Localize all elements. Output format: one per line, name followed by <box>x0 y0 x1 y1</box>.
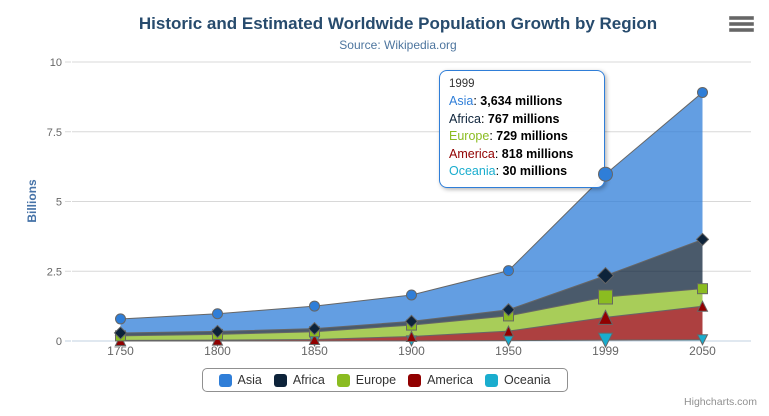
marker-asia-1850[interactable] <box>309 300 320 312</box>
marker-asia-1950[interactable] <box>503 265 514 277</box>
legend-item-africa[interactable]: Africa <box>273 373 325 387</box>
hamburger-icon <box>729 16 754 32</box>
marker-europe-2050[interactable] <box>697 283 708 295</box>
chart-subtitle: Source: Wikipedia.org <box>339 38 457 52</box>
chart-title: Historic and Estimated Worldwide Populat… <box>138 14 658 33</box>
marker-asia-2050[interactable] <box>697 86 708 98</box>
y-axis-label: 10 <box>50 57 62 69</box>
y-axis-label: 5 <box>56 197 62 209</box>
legend-item-europe[interactable]: Europe <box>336 373 397 387</box>
tooltip-row-africa: Africa: 767 millions <box>449 111 560 126</box>
legend-swatch-africa <box>273 373 287 387</box>
x-axis-label: 1850 <box>301 344 328 358</box>
marker-asia-1750[interactable] <box>115 313 126 325</box>
legend-item-oceania[interactable]: Oceania <box>484 373 551 387</box>
tooltip-row-europe: Europe: 729 millions <box>449 129 568 143</box>
x-axis-label: 1950 <box>495 344 522 358</box>
marker-africa-1800[interactable] <box>210 324 225 339</box>
y-axis-label: 7.5 <box>47 127 62 139</box>
marker-oceania-2050[interactable] <box>696 334 709 346</box>
series-area-asia[interactable] <box>120 92 703 333</box>
legend-label: America <box>427 373 473 387</box>
credits-link[interactable]: Highcharts.com <box>684 396 757 408</box>
x-axis-label: 1999 <box>592 344 619 358</box>
tooltip-row-oceania: Oceania: 30 millions <box>449 164 568 178</box>
marker-america-1900[interactable] <box>405 330 418 342</box>
x-axis-label: 2050 <box>689 344 716 358</box>
marker-america-2050[interactable] <box>696 300 709 312</box>
legend: Asia Africa Europe America Oceania <box>201 368 568 392</box>
legend-swatch-asia <box>218 373 232 387</box>
marker-africa-1900[interactable] <box>404 314 419 329</box>
series-area-africa[interactable] <box>120 239 703 336</box>
y-axis-label: 2.5 <box>47 266 62 278</box>
marker-america-1800[interactable] <box>211 333 224 346</box>
x-axis-label: 1900 <box>398 344 425 358</box>
marker-africa-1950[interactable] <box>501 303 516 317</box>
export-menu-button[interactable] <box>729 16 754 33</box>
legend-swatch-america <box>408 373 422 387</box>
tooltip-header: 1999 <box>449 78 475 90</box>
legend-label: Asia <box>237 373 262 387</box>
legend-swatch-oceania <box>484 373 498 387</box>
legend-item-america[interactable]: America <box>408 373 473 387</box>
legend-swatch-europe <box>336 373 350 387</box>
x-axis-label: 1800 <box>204 344 231 358</box>
marker-africa-2050[interactable] <box>695 232 710 247</box>
legend-label: Oceania <box>503 373 551 387</box>
legend-label: Africa <box>292 373 325 387</box>
tooltip-row-america: America: 818 millions <box>449 146 574 161</box>
y-axis-label: 0 <box>56 336 62 348</box>
legend-label: Europe <box>355 373 397 387</box>
tooltip-rows: Asia: 3,634 millions Africa: 767 millions… <box>449 93 595 181</box>
marker-america-1950[interactable] <box>502 325 515 337</box>
marker-asia-1800[interactable] <box>212 308 223 320</box>
x-axis-label: 1750 <box>107 344 134 358</box>
marker-asia-1900[interactable] <box>406 289 417 301</box>
marker-america-1850[interactable] <box>308 333 321 345</box>
tooltip-row-asia: Asia: 3,634 millions <box>449 94 563 108</box>
tooltip: 1999 Asia: 3,634 millions Africa: 767 mil… <box>439 70 605 188</box>
marker-africa-1850[interactable] <box>307 321 322 336</box>
legend-item-asia[interactable]: Asia <box>218 373 262 387</box>
marker-africa-1750[interactable] <box>113 326 128 340</box>
series-area-america[interactable] <box>120 306 703 341</box>
